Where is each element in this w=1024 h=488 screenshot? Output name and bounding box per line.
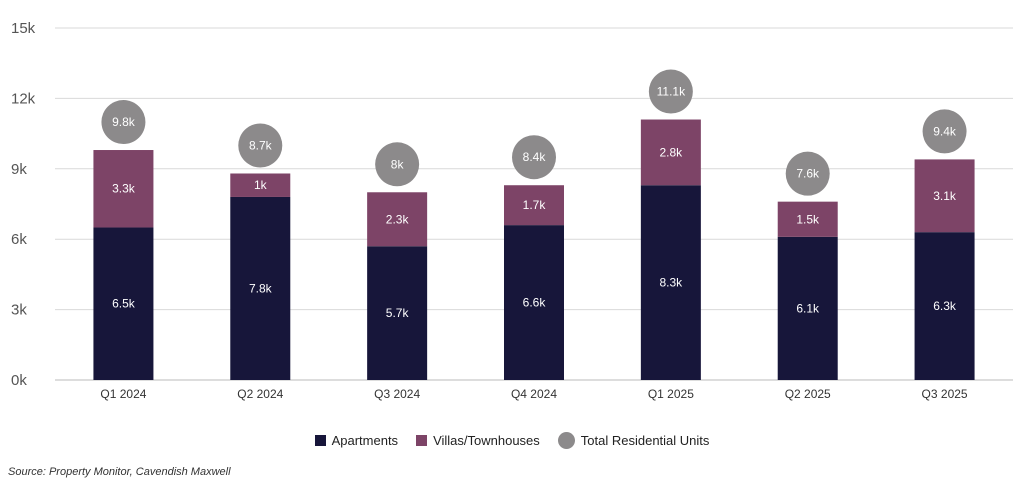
legend-item-villas: Villas/Townhouses: [416, 433, 540, 448]
legend-item-total: Total Residential Units: [557, 432, 710, 449]
data-label-apartments: 6.6k: [523, 296, 547, 310]
total-marker: [101, 100, 146, 145]
legend-label-apartments: Apartments: [331, 433, 399, 448]
data-label-apartments: 6.1k: [796, 301, 820, 315]
bar-apartments: [640, 185, 701, 380]
bar-villas: [914, 159, 975, 233]
bar-apartments: [93, 227, 154, 380]
data-label-villas: 1.5k: [796, 212, 820, 226]
y-tick-label: 3k: [11, 302, 27, 319]
bar-apartments: [367, 246, 428, 380]
x-tick-label: Q3 2024: [374, 387, 420, 401]
y-tick-label: 12k: [11, 90, 36, 107]
bar-villas: [640, 119, 701, 186]
data-label-total: 9.4k: [933, 124, 957, 138]
bar-villas: [504, 185, 564, 226]
legend-item-apartments: Apartments: [314, 433, 399, 448]
x-tick-label: Q4 2024: [511, 387, 557, 401]
data-label-total: 7.6k: [796, 167, 820, 181]
legend: Apartments Villas/Townhouses Total Resid…: [0, 432, 1024, 449]
legend-swatch-apartments: [314, 435, 326, 446]
total-marker: [648, 69, 693, 114]
data-label-total: 8.7k: [249, 138, 273, 152]
bar-villas: [93, 150, 154, 228]
source-note: Source: Property Monitor, Cavendish Maxw…: [8, 466, 231, 478]
legend-label-total: Total Residential Units: [580, 433, 710, 448]
bar-apartments: [230, 196, 291, 380]
data-label-villas: 3.1k: [933, 189, 957, 203]
x-tick-label: Q2 2024: [237, 387, 283, 401]
total-marker: [238, 123, 283, 168]
data-label-apartments: 6.3k: [933, 299, 957, 313]
data-label-total: 8k: [391, 157, 405, 171]
bar-villas: [230, 173, 291, 197]
y-tick-label: 6k: [11, 231, 27, 248]
data-label-total: 8.4k: [523, 150, 547, 164]
bar-apartments: [504, 225, 564, 380]
data-label-apartments: 8.3k: [660, 276, 684, 290]
total-marker: [785, 151, 830, 196]
bar-villas: [777, 201, 838, 237]
data-label-villas: 2.3k: [386, 212, 410, 226]
total-marker: [922, 109, 967, 154]
x-tick-label: Q2 2025: [785, 387, 831, 401]
legend-label-villas: Villas/Townhouses: [433, 433, 540, 448]
legend-swatch-villas: [416, 435, 428, 446]
data-label-total: 9.8k: [112, 115, 136, 129]
bar-apartments: [914, 232, 975, 380]
data-label-villas: 1k: [254, 178, 268, 192]
x-tick-label: Q3 2025: [922, 387, 968, 401]
stacked-bar-chart: 0k 3k 6k 9k 12k 15k 6.5k 3.3k 9.8k Q1 2024 7.8k 1k 8…: [11, 20, 1013, 401]
data-label-apartments: 5.7k: [386, 306, 410, 320]
data-label-villas: 1.7k: [523, 198, 547, 212]
y-tick-label: 15k: [11, 20, 36, 37]
data-label-villas: 3.3k: [112, 182, 136, 196]
x-tick-label: Q1 2025: [648, 387, 694, 401]
data-label-villas: 2.8k: [660, 145, 684, 159]
x-tick-label: Q1 2024: [100, 387, 146, 401]
bar-apartments: [777, 236, 838, 380]
data-label-apartments: 7.8k: [249, 281, 273, 295]
y-tick-label: 0k: [11, 372, 27, 389]
total-marker: [375, 142, 420, 187]
total-marker: [512, 135, 556, 180]
y-tick-label: 9k: [11, 161, 27, 178]
data-label-apartments: 6.5k: [112, 297, 136, 311]
legend-swatch-total: [557, 432, 575, 449]
data-label-total: 11.1k: [657, 85, 686, 99]
bar-villas: [367, 192, 428, 247]
